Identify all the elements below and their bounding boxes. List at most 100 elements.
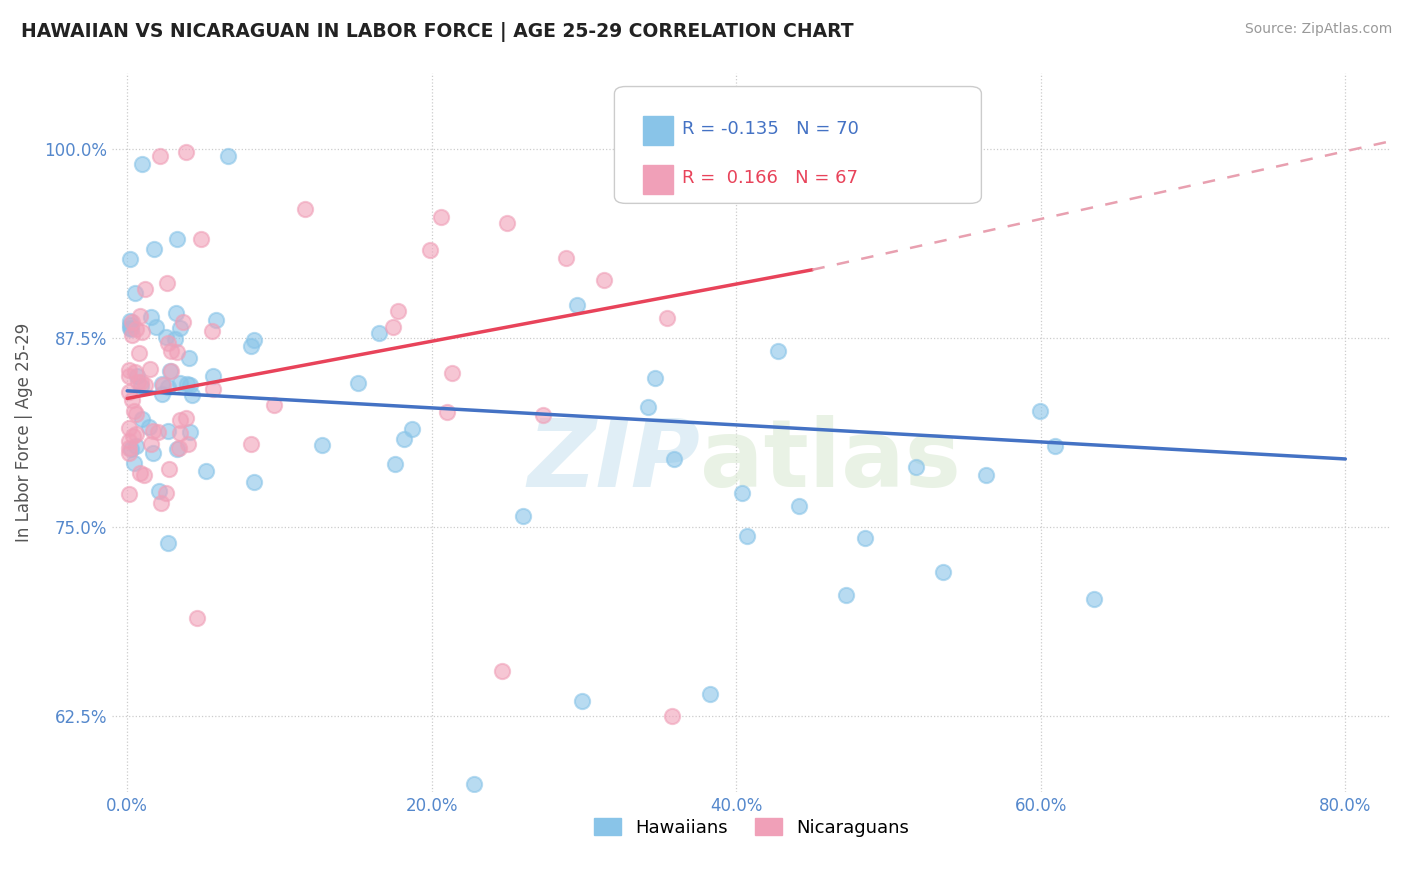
Point [120, 321, 142, 335]
Point [387, 303, 409, 318]
Point [124, 322, 146, 336]
Point [141, 310, 163, 324]
Point [155, 486, 177, 500]
Point [118, 442, 141, 456]
Point [662, 451, 685, 466]
Point [139, 362, 162, 376]
Point [157, 462, 180, 476]
Point [166, 345, 188, 359]
Point [142, 424, 165, 438]
Point [139, 437, 162, 451]
Point [201, 324, 224, 338]
Text: HAWAIIAN VS NICARAGUAN IN LABOR FORCE | AGE 25-29 CORRELATION CHART: HAWAIIAN VS NICARAGUAN IN LABOR FORCE | … [21, 22, 853, 42]
Point [121, 327, 143, 342]
Point [368, 326, 391, 340]
Point [131, 157, 153, 171]
Point [194, 464, 217, 478]
Point [150, 376, 173, 391]
Point [789, 499, 811, 513]
Point [125, 368, 148, 383]
Point [159, 343, 181, 358]
Point [142, 446, 165, 460]
Point [174, 145, 197, 159]
Point [401, 422, 423, 436]
Point [661, 709, 683, 723]
Point [142, 242, 165, 256]
Point [146, 425, 169, 440]
Point [217, 149, 239, 163]
Point [167, 441, 190, 455]
Point [120, 252, 142, 267]
Point [118, 384, 141, 399]
Point [974, 467, 997, 482]
Point [122, 428, 145, 442]
Point [382, 319, 405, 334]
Point [155, 276, 177, 290]
Point [181, 388, 204, 402]
Point [169, 426, 191, 441]
Point [148, 483, 170, 498]
Point [554, 251, 576, 265]
Point [145, 320, 167, 334]
Point [122, 404, 145, 418]
Point [149, 496, 172, 510]
Point [1043, 439, 1066, 453]
Point [735, 528, 758, 542]
Point [128, 346, 150, 360]
Point [118, 421, 141, 435]
Point [134, 377, 156, 392]
Point [905, 460, 928, 475]
Point [129, 375, 152, 389]
Point [129, 467, 152, 481]
Point [463, 777, 485, 791]
Point [179, 425, 201, 439]
Point [177, 351, 200, 365]
Point [166, 232, 188, 246]
Y-axis label: In Labor Force | Age 25-29: In Labor Force | Age 25-29 [15, 323, 32, 542]
Point [731, 485, 754, 500]
Point [384, 457, 406, 471]
Point [932, 566, 955, 580]
Point [118, 487, 141, 501]
Point [440, 367, 463, 381]
Point [118, 368, 141, 383]
Point [134, 282, 156, 296]
Point [491, 664, 513, 678]
Point [392, 433, 415, 447]
Point [138, 420, 160, 434]
Point [132, 467, 155, 482]
Point [125, 440, 148, 454]
Point [657, 310, 679, 325]
Point [571, 694, 593, 708]
Point [496, 216, 519, 230]
Point [125, 427, 148, 442]
Point [124, 365, 146, 379]
Point [190, 232, 212, 246]
Point [436, 405, 458, 419]
Point [169, 376, 191, 391]
Point [531, 409, 554, 423]
Point [172, 316, 194, 330]
Point [169, 321, 191, 335]
Point [205, 313, 228, 327]
Point [150, 387, 173, 401]
Point [176, 376, 198, 391]
Point [121, 442, 143, 456]
Point [644, 370, 666, 384]
Point [159, 364, 181, 378]
Point [637, 400, 659, 414]
Point [835, 588, 858, 602]
Point [124, 456, 146, 470]
Text: ZIP: ZIP [527, 416, 700, 508]
Point [240, 338, 263, 352]
Point [1083, 592, 1105, 607]
Point [156, 379, 179, 393]
Point [124, 407, 146, 421]
Point [263, 398, 285, 412]
Point [155, 329, 177, 343]
Point [186, 611, 208, 625]
Point [766, 343, 789, 358]
Text: R = -0.135   N = 70: R = -0.135 N = 70 [682, 120, 859, 138]
Point [243, 333, 266, 347]
Point [1029, 404, 1052, 418]
